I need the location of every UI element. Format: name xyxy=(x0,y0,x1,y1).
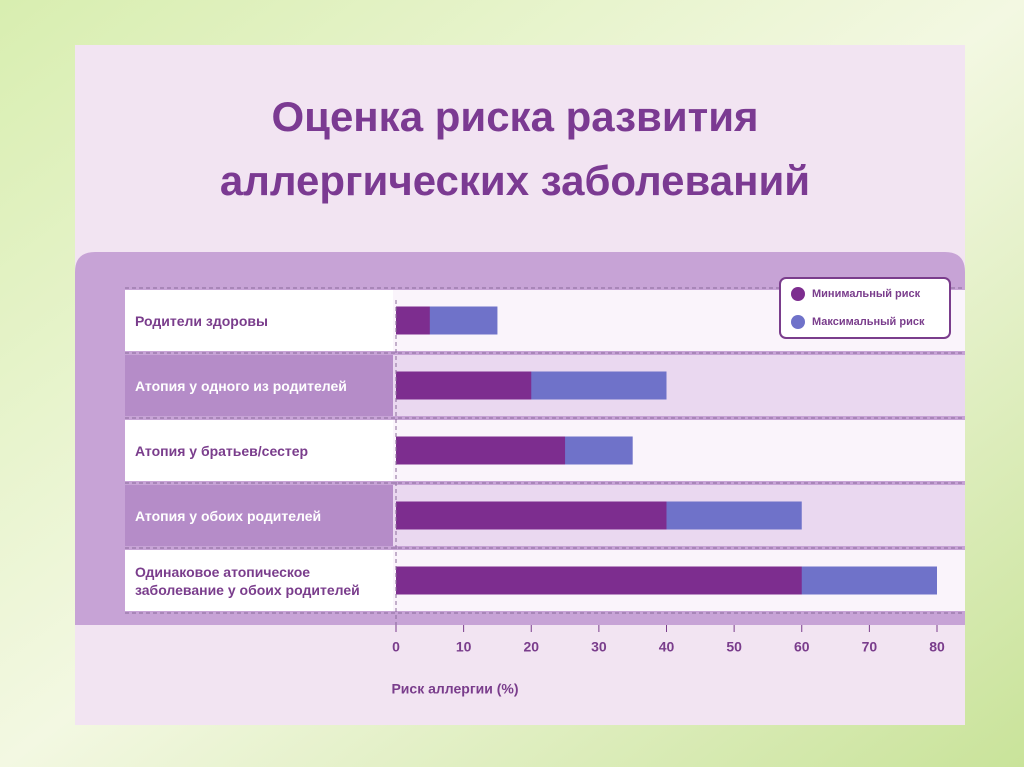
legend-label: Максимальный риск xyxy=(812,316,925,328)
label-cell xyxy=(125,355,393,416)
x-tick-label: 30 xyxy=(591,639,607,655)
label-cell xyxy=(125,420,393,481)
label-box: Атопия у одного из родителей xyxy=(135,377,347,394)
label-cell xyxy=(125,290,393,351)
category-label: Атопия у братьев/сестер xyxy=(135,442,309,459)
category-label: Одинаковое атопическое заболевание у обо… xyxy=(135,563,360,598)
label-box: Родители здоровы xyxy=(135,312,268,329)
legend-label: Минимальный риск xyxy=(812,288,921,300)
label-box: Одинаковое атопическое заболевание у обо… xyxy=(135,563,360,598)
category-label: Атопия у обоих родителей xyxy=(135,507,322,524)
label-box: Атопия у братьев/сестер xyxy=(135,442,309,459)
title-box: Оценка риска развития аллергических забо… xyxy=(219,93,811,204)
min-risk-bar xyxy=(396,566,802,595)
x-tick-label: 0 xyxy=(392,639,400,655)
min-risk-bar xyxy=(396,371,532,400)
label-box: Атопия у обоих родителей xyxy=(135,507,322,524)
x-tick-label: 80 xyxy=(929,639,945,655)
label-cell xyxy=(125,550,393,611)
min-risk-bar xyxy=(396,501,667,530)
category-label: Родители здоровы xyxy=(135,312,268,329)
x-tick-label: 20 xyxy=(523,639,539,655)
min-risk-bar xyxy=(396,436,566,465)
chart-title: Оценка риска развития аллергических забо… xyxy=(219,93,811,204)
legend-swatch xyxy=(791,287,805,301)
legend-swatch xyxy=(791,315,805,329)
category-label: Атопия у одного из родителей xyxy=(135,377,347,394)
label-cell xyxy=(125,485,393,546)
legend-box xyxy=(779,277,951,339)
min-risk-bar xyxy=(396,306,430,335)
x-axis-label: Риск аллергии (%) xyxy=(391,681,518,697)
x-tick-label: 10 xyxy=(456,639,472,655)
x-tick-label: 60 xyxy=(794,639,810,655)
x-tick-label: 50 xyxy=(726,639,742,655)
x-tick-label: 40 xyxy=(659,639,675,655)
x-tick-label: 70 xyxy=(862,639,878,655)
